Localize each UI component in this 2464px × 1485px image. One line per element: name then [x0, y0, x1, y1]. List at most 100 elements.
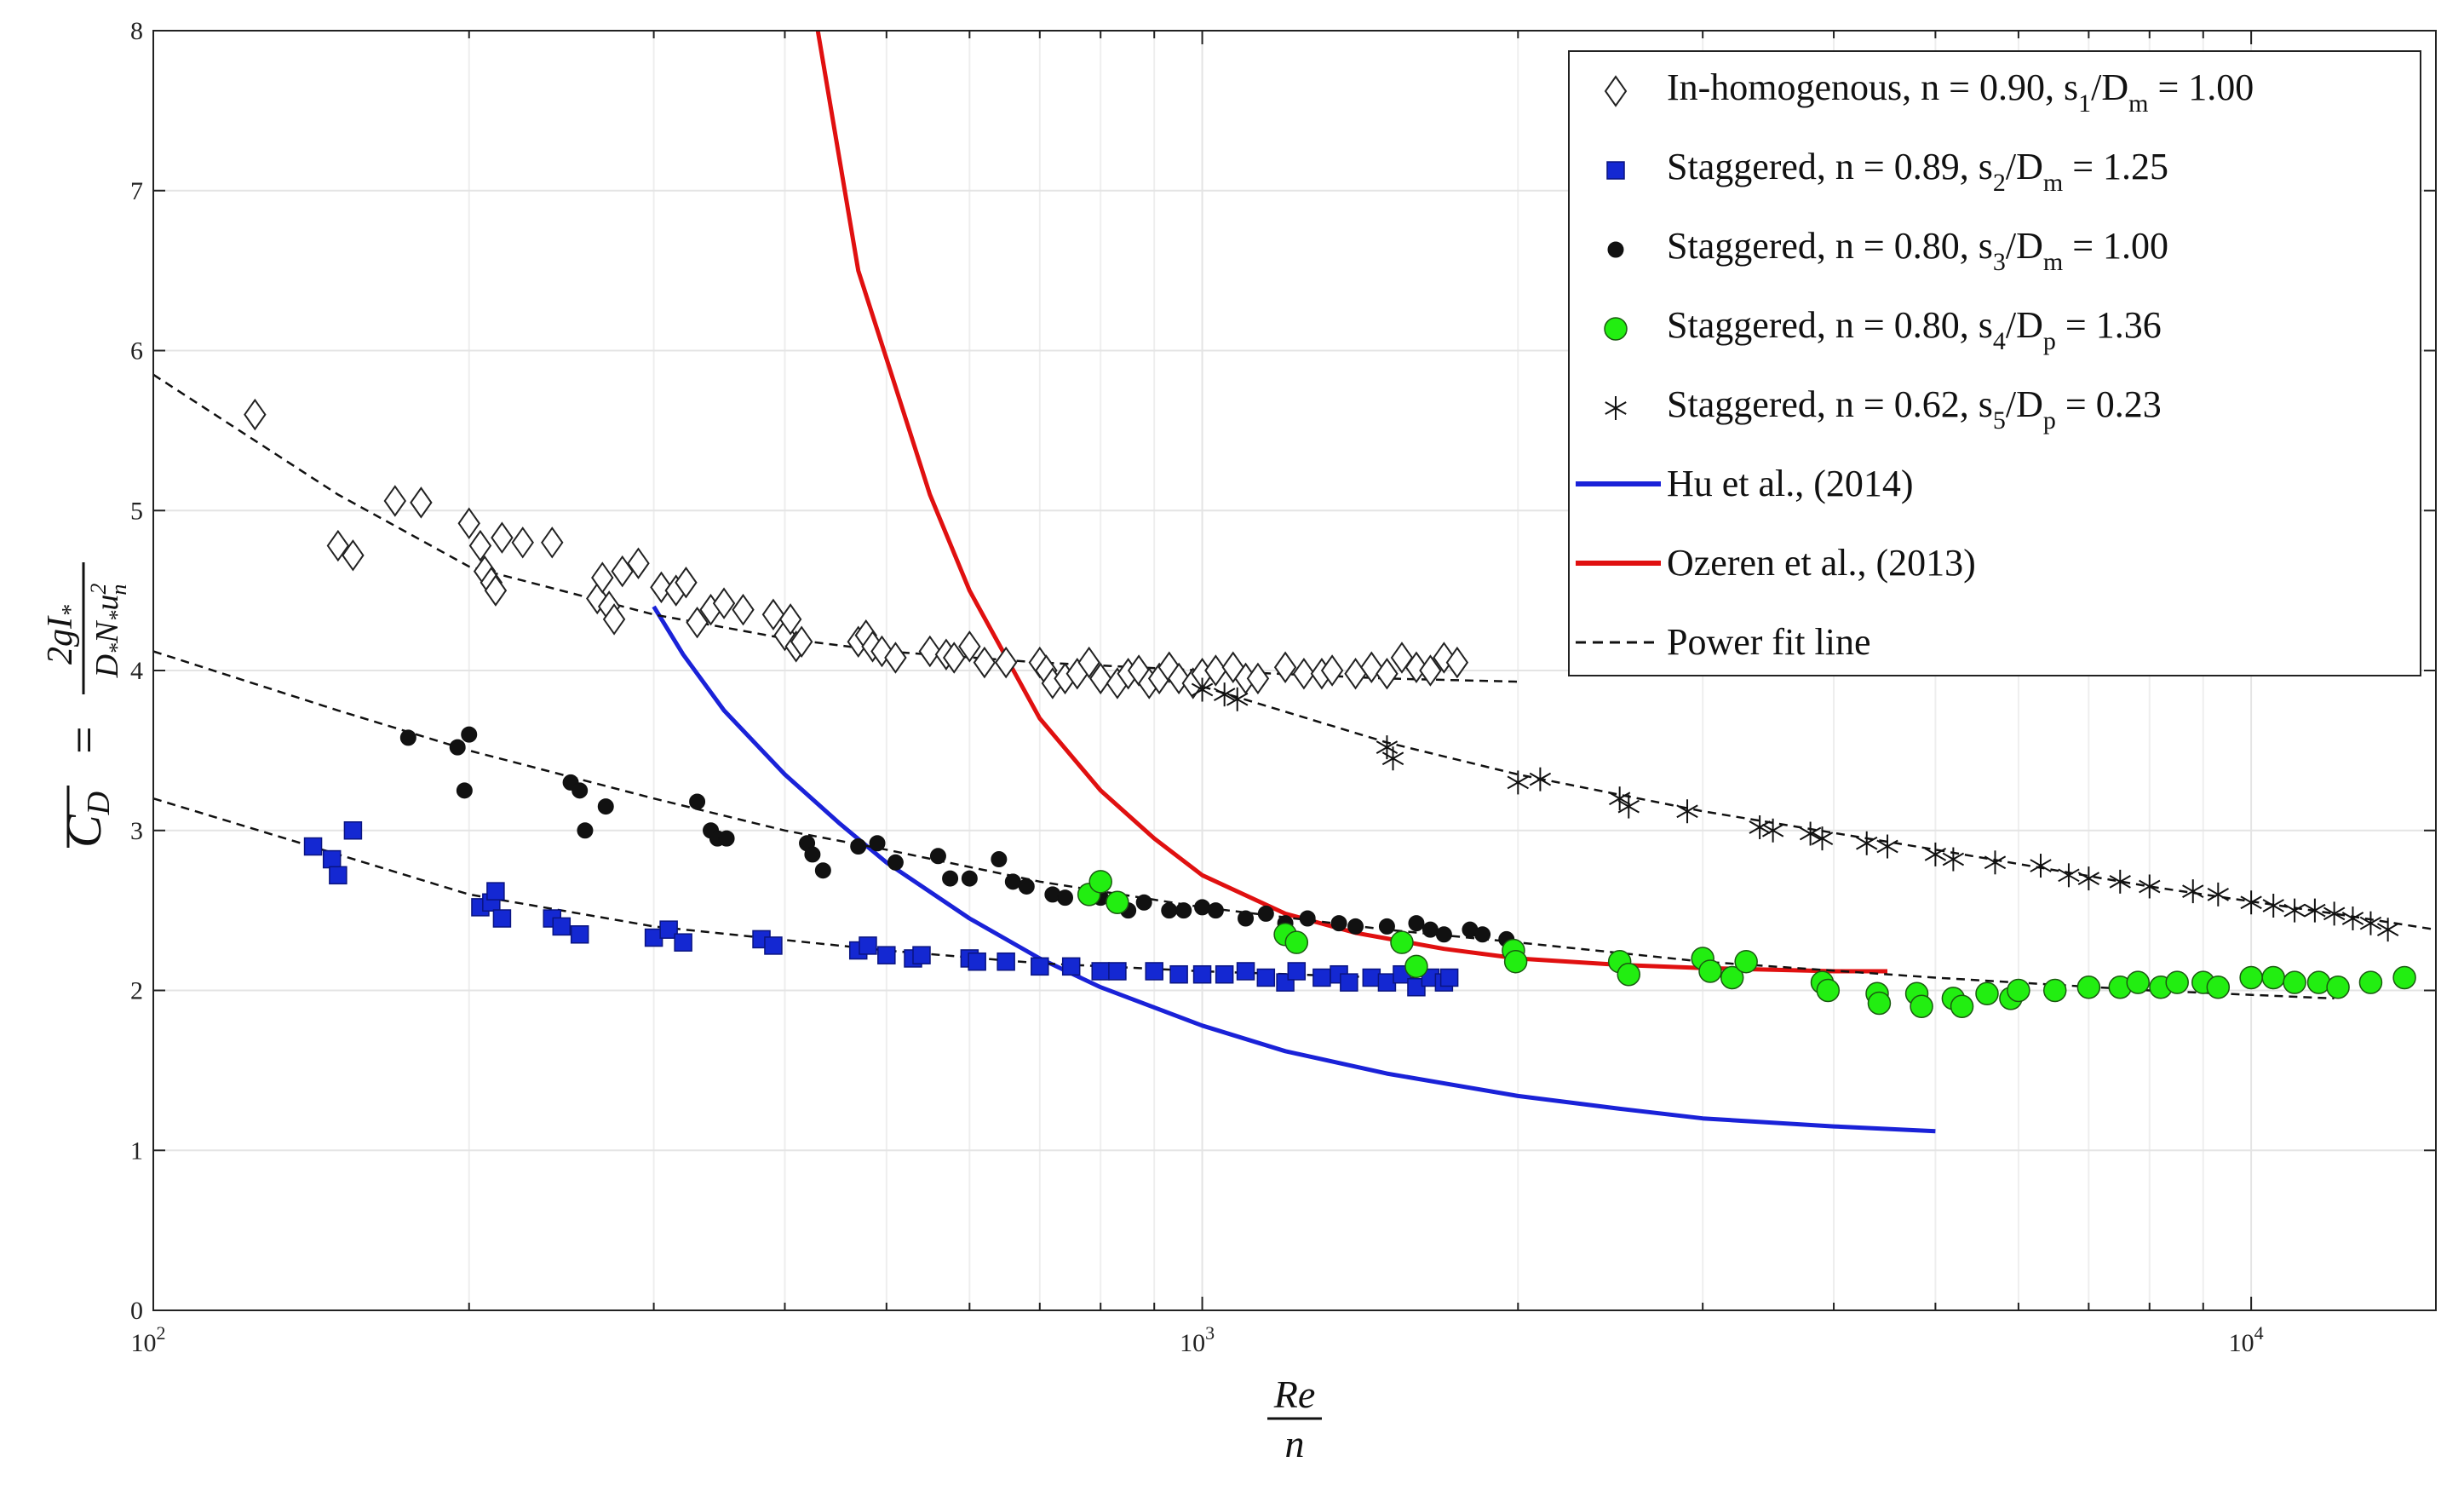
data-point — [1256, 968, 1276, 987]
data-point — [1287, 962, 1307, 981]
model-curves — [652, 30, 1936, 1134]
data-point — [1192, 964, 1212, 984]
data-point — [1284, 930, 1309, 954]
data-point — [2077, 866, 2100, 891]
data-point — [1975, 981, 1999, 1006]
data-point — [2030, 854, 2052, 878]
data-point — [449, 739, 466, 756]
data-point — [929, 848, 946, 865]
data-point — [2007, 978, 2030, 1003]
data-point — [1312, 968, 1331, 987]
data-point — [597, 798, 614, 815]
x-axis-label: Re n — [1267, 1373, 1322, 1465]
data-point — [1207, 902, 1224, 919]
data-point — [2359, 911, 2382, 935]
data-point — [2109, 869, 2131, 894]
data-point — [2182, 879, 2204, 904]
y-tick-label: 6 — [130, 337, 143, 365]
data-point — [918, 635, 942, 668]
data-point — [2076, 975, 2101, 999]
data-point — [1984, 850, 2007, 875]
data-point — [244, 398, 267, 431]
data-point — [1734, 949, 1758, 974]
data-point — [1381, 746, 1404, 771]
data-point — [2240, 890, 2262, 915]
legend-entry: Ozeren et al., (2013) — [1576, 542, 1976, 584]
data-point — [571, 782, 589, 799]
legend-label: Hu et al., (2014) — [1667, 463, 1914, 504]
data-point — [2341, 907, 2364, 931]
data-point — [1299, 910, 1316, 927]
data-point — [1061, 957, 1081, 976]
data-point — [456, 782, 473, 799]
data-point — [1856, 831, 1878, 855]
data-point — [1257, 905, 1274, 922]
data-point — [2323, 901, 2346, 926]
data-point — [1617, 794, 1640, 819]
data-point — [1942, 847, 1965, 872]
data-point — [1433, 642, 1456, 674]
data-point — [2392, 965, 2416, 990]
data-point — [1474, 926, 1491, 943]
data-point — [686, 606, 709, 639]
y-tick-label: 4 — [130, 657, 143, 685]
data-point — [1811, 826, 1834, 851]
data-point — [1924, 842, 1947, 866]
data-point — [1529, 767, 1552, 791]
data-point — [1507, 770, 1529, 795]
data-point — [1238, 910, 1255, 927]
data-point — [1292, 658, 1316, 690]
data-point — [778, 603, 802, 636]
data-point — [1378, 918, 1395, 935]
series-staggered-s5 — [1191, 677, 2399, 942]
data-point — [1226, 687, 1249, 711]
legend-entry: Staggered, n = 0.62, s5/Dp = 0.23 — [1605, 383, 2162, 435]
series-staggered-s2 — [303, 821, 1459, 997]
axis-ticks: 0 1 2 3 4 5 6 7 8 102 103 104 — [130, 17, 2436, 1357]
x-tick-label: 104 — [2229, 1322, 2264, 1357]
data-point — [303, 837, 323, 856]
data-point — [942, 642, 966, 674]
data-point — [1422, 921, 1439, 938]
data-point — [2283, 970, 2306, 994]
data-point — [1605, 396, 1627, 420]
data-point — [1607, 241, 1624, 258]
data-point — [659, 920, 678, 939]
data-point — [2326, 975, 2350, 999]
data-point — [1604, 75, 1628, 107]
x-tick-label: 103 — [1180, 1322, 1215, 1357]
data-point — [1816, 978, 1841, 1003]
power-fit-line — [152, 650, 2335, 1000]
data-point — [994, 646, 1018, 679]
data-point — [1876, 834, 1898, 859]
data-point — [887, 854, 904, 871]
curve-ozeren — [815, 30, 1887, 974]
data-point — [1404, 954, 1428, 979]
data-point — [1088, 870, 1112, 894]
legend-entry: Power fit line — [1576, 621, 1871, 663]
data-point — [1004, 873, 1021, 890]
data-point — [492, 909, 512, 928]
data-point — [732, 593, 755, 626]
y-tick-label: 7 — [130, 177, 143, 205]
data-point — [877, 946, 896, 964]
data-point — [329, 866, 347, 885]
data-point — [627, 547, 650, 579]
data-point — [912, 946, 931, 964]
data-point — [674, 933, 692, 952]
data-point — [383, 485, 407, 517]
data-point — [1169, 964, 1188, 984]
data-point — [2165, 970, 2189, 994]
data-point — [1320, 654, 1344, 687]
data-point — [997, 952, 1015, 971]
data-point — [942, 870, 959, 887]
data-point — [814, 862, 831, 879]
data-point — [1330, 915, 1347, 932]
data-point — [1194, 899, 1211, 916]
data-point — [461, 726, 478, 743]
data-point — [541, 527, 564, 559]
data-point — [1018, 878, 1035, 895]
data-point — [1419, 654, 1442, 687]
y-tick-label: 5 — [130, 497, 143, 525]
data-point — [1213, 682, 1236, 707]
